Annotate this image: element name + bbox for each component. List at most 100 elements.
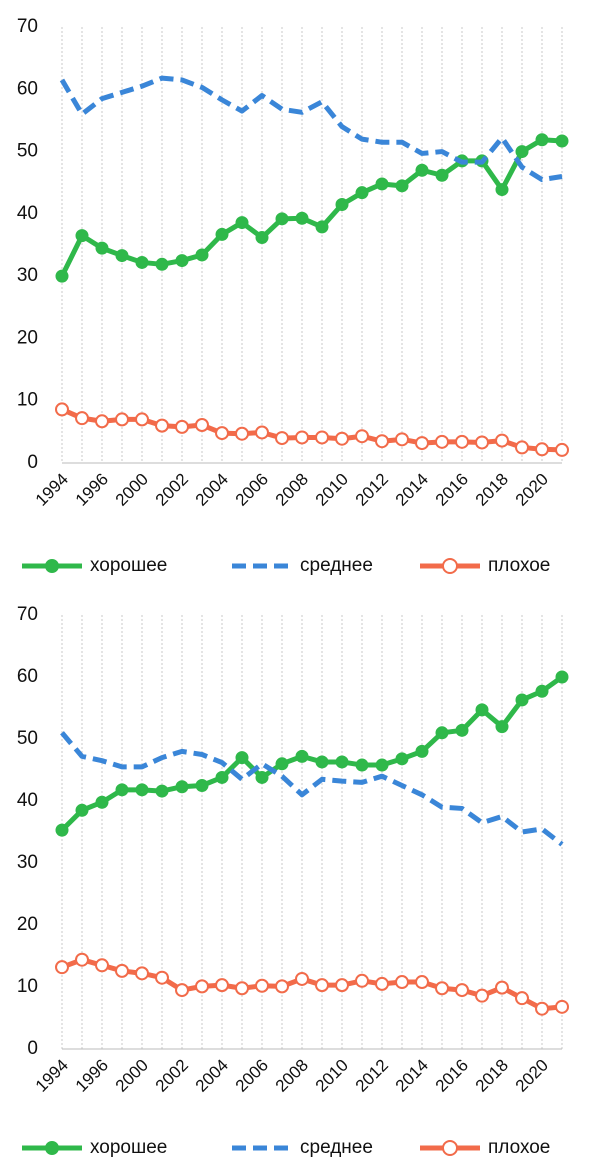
x-tick-label: 2012 — [352, 1056, 392, 1096]
legend-marker — [442, 558, 458, 574]
x-tick-label: 1996 — [72, 1056, 112, 1096]
data-point — [175, 780, 189, 794]
legend-label: хорошее — [90, 1137, 167, 1158]
data-point — [95, 241, 109, 255]
data-point — [355, 186, 369, 200]
data-point — [275, 757, 289, 771]
data-point — [115, 783, 129, 797]
x-tick-label: 2020 — [512, 470, 552, 510]
data-point — [255, 425, 269, 440]
y-tick-label: 20 — [17, 914, 38, 935]
data-point — [215, 770, 229, 784]
data-point — [95, 958, 109, 973]
data-point — [75, 229, 89, 243]
data-point — [395, 975, 409, 990]
data-point — [195, 248, 209, 262]
y-tick-label: 40 — [17, 203, 38, 224]
x-tick-label: 2014 — [392, 1056, 432, 1096]
data-point — [435, 434, 449, 449]
data-point — [395, 432, 409, 447]
data-point — [515, 440, 529, 455]
data-point — [295, 211, 309, 225]
data-point — [115, 249, 129, 263]
data-point — [495, 720, 509, 734]
y-tick-label: 70 — [17, 16, 38, 37]
data-point — [55, 269, 69, 283]
data-point — [555, 442, 569, 457]
data-point — [435, 726, 449, 740]
data-point — [495, 980, 509, 995]
x-tick-label: 2018 — [472, 470, 512, 510]
data-point — [495, 183, 509, 197]
data-point — [555, 134, 569, 148]
y-tick-label: 10 — [17, 976, 38, 997]
y-tick-label: 70 — [17, 604, 38, 625]
data-point — [215, 426, 229, 441]
data-point — [155, 784, 169, 798]
data-point — [315, 430, 329, 445]
legend-marker — [45, 559, 59, 573]
x-tick-label: 2000 — [112, 470, 152, 510]
data-point — [255, 231, 269, 245]
data-point — [355, 429, 369, 444]
data-point — [55, 960, 69, 975]
y-tick-label: 10 — [17, 390, 38, 411]
series-line — [59, 75, 563, 183]
data-point — [115, 412, 129, 427]
data-point — [95, 795, 109, 809]
data-point — [235, 216, 249, 230]
data-point — [435, 168, 449, 182]
y-tick-label: 30 — [17, 852, 38, 873]
data-point — [175, 254, 189, 268]
data-point — [295, 430, 309, 445]
data-point — [415, 163, 429, 177]
data-point — [275, 212, 289, 226]
data-point — [315, 220, 329, 234]
data-point — [155, 257, 169, 271]
data-point — [415, 744, 429, 758]
data-point — [295, 749, 309, 763]
legend-marker — [45, 1141, 59, 1155]
x-tick-label: 1996 — [72, 470, 112, 510]
x-tick-label: 1994 — [32, 470, 72, 510]
x-tick-label: 2004 — [192, 470, 232, 510]
data-point — [95, 414, 109, 429]
data-point — [55, 402, 69, 417]
y-tick-label: 50 — [17, 728, 38, 749]
x-tick-label: 2002 — [152, 1056, 192, 1096]
y-tick-label: 30 — [17, 265, 38, 286]
data-point — [395, 179, 409, 193]
data-point — [475, 988, 489, 1003]
data-point — [215, 978, 229, 993]
data-point — [535, 133, 549, 147]
data-point — [135, 783, 149, 797]
data-point — [455, 983, 469, 998]
y-tick-label: 0 — [27, 1038, 38, 1059]
legend-marker — [442, 1140, 458, 1156]
data-point — [255, 978, 269, 993]
data-point — [255, 770, 269, 784]
data-point — [235, 751, 249, 765]
data-point — [455, 723, 469, 737]
data-point — [335, 978, 349, 993]
data-point — [475, 703, 489, 717]
data-point — [515, 991, 529, 1006]
data-point — [375, 434, 389, 449]
data-point — [275, 431, 289, 446]
data-point — [155, 970, 169, 985]
data-point — [155, 418, 169, 433]
data-point — [75, 952, 89, 967]
data-point — [515, 145, 529, 159]
y-tick-label: 40 — [17, 790, 38, 811]
x-tick-label: 2008 — [272, 1056, 312, 1096]
legend-label: плохое — [488, 1137, 550, 1158]
series-line — [60, 674, 564, 832]
x-tick-label: 2014 — [392, 470, 432, 510]
data-point — [175, 419, 189, 434]
data-point — [355, 758, 369, 772]
data-point — [115, 963, 129, 978]
data-point — [415, 436, 429, 451]
data-point — [375, 758, 389, 772]
